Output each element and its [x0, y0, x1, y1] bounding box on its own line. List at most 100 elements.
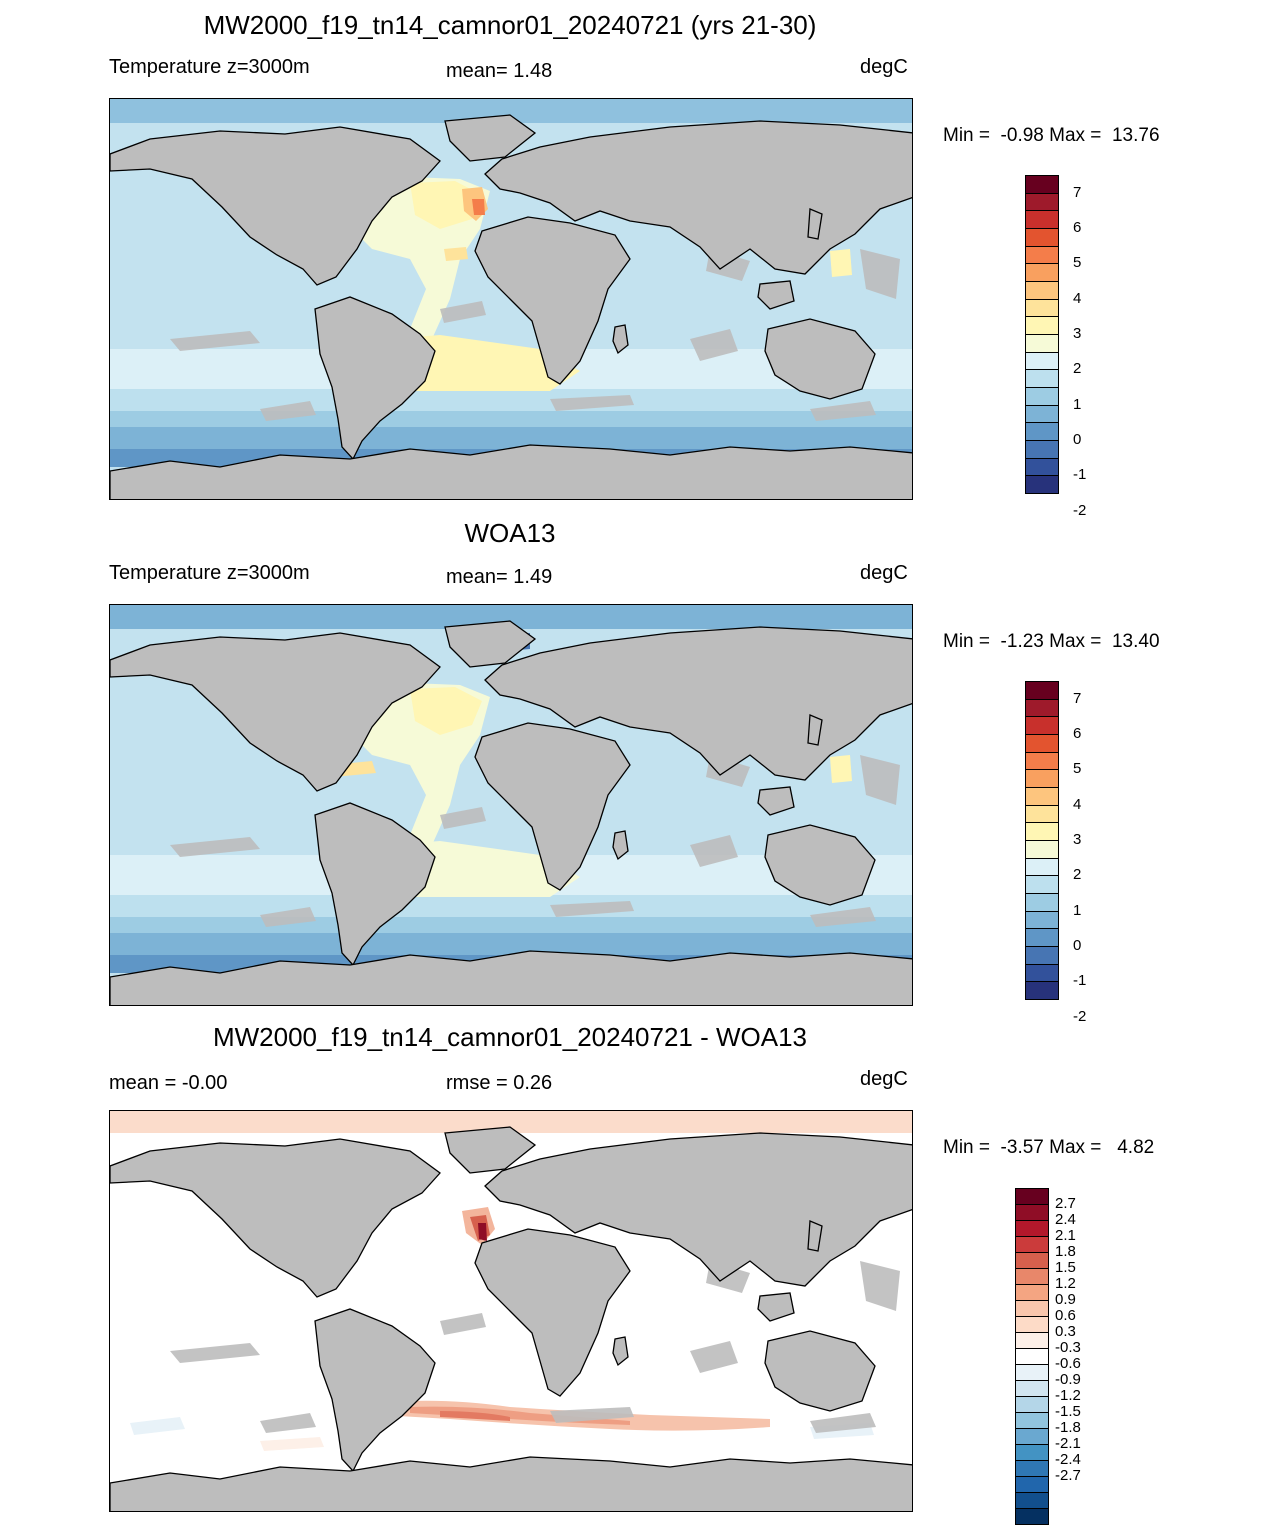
colorbar-swatch: [1025, 769, 1059, 788]
colorbar-tick-label: 1: [1073, 395, 1082, 413]
colorbar-tick-label: -2.1: [1055, 1435, 1081, 1452]
map-shape: [260, 401, 316, 421]
map-shape: [110, 950, 912, 1005]
colorbar-swatch: [1015, 1236, 1049, 1253]
colorbar-tick-label: -2.4: [1055, 1451, 1081, 1468]
colorbar-tick-label: -0.6: [1055, 1355, 1081, 1372]
colorbar-swatch: [1015, 1284, 1049, 1301]
map-shape: [110, 632, 441, 792]
colorbar-swatch: [1015, 1332, 1049, 1349]
rmse-label: rmse = 0.26: [446, 1072, 553, 1094]
colorbar-swatch: [1015, 1188, 1049, 1205]
map-svg: [110, 99, 912, 499]
colorbar-swatch: [1025, 698, 1059, 718]
colorbar-tick-label: 1.5: [1055, 1259, 1076, 1276]
colorbar-swatch: [1015, 1300, 1049, 1317]
map-shape: [170, 1343, 260, 1363]
colorbar-tick-label: 1: [1073, 901, 1082, 919]
colorbar-tick-label: 1.2: [1055, 1275, 1076, 1292]
colorbar-swatch: [1025, 440, 1059, 459]
map-shape: [444, 114, 537, 162]
colorbar-swatch: [1025, 963, 1059, 983]
map-shape: [474, 216, 631, 385]
colorbar-swatch: [1025, 875, 1059, 894]
min-max-label: Min = -0.98 Max = 13.76: [943, 125, 1160, 146]
colorbar-tick-label: 0.9: [1055, 1291, 1076, 1308]
colorbar-tick-label: 2.4: [1055, 1211, 1076, 1228]
units-label: degC: [860, 1068, 908, 1090]
colorbar-swatch: [1025, 751, 1059, 771]
colorbar-tick-label: -1.5: [1055, 1403, 1081, 1420]
map-shape: [690, 835, 738, 867]
panel-title: MW2000_f19_tn14_camnor01_20240721 - WOA1…: [212, 1022, 808, 1052]
colorbar-tick-label: 5: [1073, 760, 1082, 778]
map-shape: [474, 1228, 631, 1397]
map-shape: [484, 626, 912, 781]
units-label: degC: [860, 562, 908, 584]
colorbar-swatch: [1015, 1396, 1049, 1413]
map-shape: [260, 1413, 316, 1433]
colorbar-swatch: [1025, 263, 1059, 282]
map: [109, 604, 913, 1006]
map: [109, 1110, 913, 1512]
map-shape: [170, 331, 260, 351]
colorbar-swatch: [1015, 1220, 1049, 1237]
map-shape: [612, 1336, 629, 1367]
colorbar-swatch: [1025, 928, 1059, 947]
colorbar-swatch: [1025, 369, 1059, 388]
colorbar-swatch: [1015, 1508, 1049, 1525]
colorbar-tick-label: 2.1: [1055, 1227, 1076, 1244]
colorbar-tick-label: 4: [1073, 289, 1082, 307]
map-shape: [342, 683, 490, 905]
colorbar-tick-label: 3: [1073, 831, 1082, 848]
map-shape: [444, 1126, 537, 1174]
colorbar-tick-label: 1.8: [1055, 1243, 1076, 1260]
min-max-label: Min = -1.23 Max = 13.40: [943, 631, 1160, 652]
colorbar-swatch: [1025, 175, 1059, 194]
map-shape: [478, 1223, 487, 1241]
colorbar-swatch: [1015, 1380, 1049, 1397]
colorbar-swatch: [1025, 281, 1059, 300]
colorbar-swatch: [1025, 981, 1059, 1000]
map-shape: [444, 247, 468, 261]
colorbar-tick-label: 2: [1073, 866, 1082, 884]
colorbar-tick-label: 0: [1073, 431, 1082, 448]
map-shape: [440, 1313, 486, 1335]
colorbar-tick-label: 4: [1073, 795, 1082, 813]
colorbar-tick-label: -1: [1073, 466, 1087, 484]
mean-label: mean= 1.48: [446, 60, 553, 82]
colorbar-swatch: [1025, 893, 1059, 912]
min-max-label: Min = -3.57 Max = 4.82: [943, 1137, 1155, 1158]
colorbar-tick-label: -1.8: [1055, 1419, 1081, 1436]
map-shape: [170, 837, 260, 857]
map-shape: [810, 401, 876, 421]
colorbar-tick-label: 6: [1073, 725, 1082, 742]
colorbar-swatch: [1025, 298, 1059, 318]
map-band: [110, 427, 912, 449]
map-shape: [757, 280, 795, 310]
colorbar-tick-label: 0: [1073, 937, 1082, 954]
colorbar-swatch: [1025, 804, 1059, 824]
colorbar-tick-label: -0.9: [1055, 1371, 1081, 1388]
colorbar-tick-label: -2.7: [1055, 1467, 1081, 1484]
colorbar-tick-label: -2: [1073, 501, 1087, 519]
map-shape: [440, 301, 486, 323]
map-shape: [690, 1341, 738, 1373]
colorbar-swatch: [1025, 192, 1059, 212]
map-shape: [390, 841, 580, 897]
map-shape: [810, 907, 876, 927]
colorbar-tick-label: 0.3: [1055, 1323, 1076, 1340]
field-label: Temperature z=3000m: [109, 56, 310, 78]
mean-label: mean= 1.49: [446, 566, 553, 588]
map-shape: [440, 1411, 510, 1421]
map-shape: [830, 249, 852, 277]
map-shape: [130, 1417, 185, 1435]
map-shape: [550, 901, 634, 917]
colorbar-tick-label: -2: [1073, 1007, 1087, 1025]
colorbar-swatch: [1015, 1268, 1049, 1285]
map-band: [110, 411, 912, 427]
colorbar-swatch: [1025, 681, 1059, 700]
colorbar-swatch: [1025, 387, 1059, 406]
colorbar-swatch: [1025, 910, 1059, 930]
map-shape: [444, 620, 537, 668]
